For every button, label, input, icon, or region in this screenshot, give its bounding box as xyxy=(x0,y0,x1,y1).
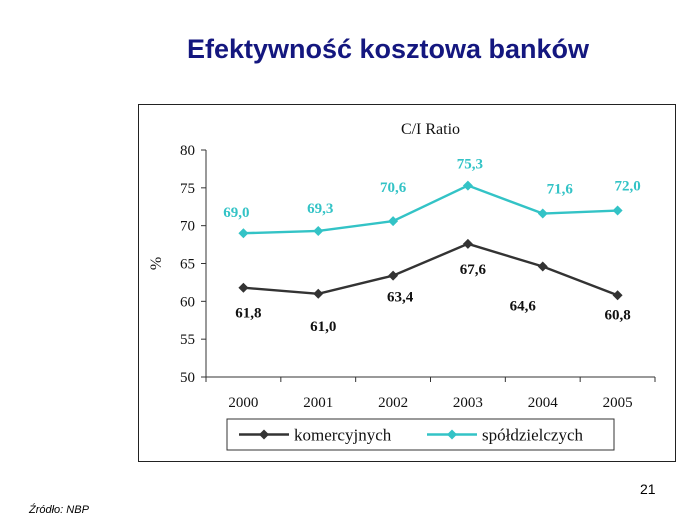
x-tick-label: 2005 xyxy=(603,395,633,411)
series-line-spółdzielczych xyxy=(243,184,618,235)
data-point-marker xyxy=(238,228,249,239)
y-tick-label: 55 xyxy=(180,332,195,348)
data-label: 60,8 xyxy=(604,307,630,323)
data-point-marker xyxy=(462,180,473,191)
data-label: 72,0 xyxy=(614,179,640,195)
y-tick-label: 65 xyxy=(180,257,195,273)
legend-box xyxy=(226,418,615,451)
x-tick-label: 2002 xyxy=(378,395,408,411)
data-point-marker xyxy=(313,225,324,236)
data-label: 61,0 xyxy=(310,319,336,335)
y-axis-label: % xyxy=(148,257,165,270)
data-label: 75,3 xyxy=(457,157,483,173)
legend-swatch-marker xyxy=(447,429,457,440)
page-number: 21 xyxy=(640,481,656,497)
data-label: 63,4 xyxy=(387,290,414,306)
data-label: 67,6 xyxy=(460,262,487,278)
y-tick-label: 75 xyxy=(180,181,195,197)
data-point-marker xyxy=(537,261,548,272)
legend-label: spółdzielczych xyxy=(482,426,584,445)
data-point-marker xyxy=(537,208,548,219)
data-point-marker xyxy=(388,216,399,227)
data-point-marker xyxy=(388,270,399,281)
chart-frame: C/I Ratio 50 55 60 65 70 75 80% 2000 2001 2002 2003… xyxy=(138,104,676,462)
x-tick-label: 2004 xyxy=(528,395,559,411)
data-label: 69,0 xyxy=(223,205,249,221)
data-point-marker xyxy=(313,288,324,299)
data-label: 71,6 xyxy=(547,182,574,198)
x-tick-label: 2000 xyxy=(228,395,258,411)
y-tick-label: 80 xyxy=(180,143,195,159)
ci-ratio-chart: C/I Ratio 50 55 60 65 70 75 80% 2000 2001 2002 2003… xyxy=(148,121,656,451)
source-note: Źródło: NBP xyxy=(29,504,89,516)
legend-swatch-marker xyxy=(259,429,269,440)
data-label: 70,6 xyxy=(380,180,407,196)
data-point-marker xyxy=(612,290,623,301)
y-tick-label: 50 xyxy=(180,370,195,386)
data-point-marker xyxy=(612,205,623,216)
legend-label: komercyjnych xyxy=(294,426,392,445)
x-tick-label: 2001 xyxy=(303,395,333,411)
series-line-komercyjnych xyxy=(243,242,619,297)
y-tick-label: 70 xyxy=(180,219,195,235)
data-label: 64,6 xyxy=(510,299,537,315)
chart-title: C/I Ratio xyxy=(401,121,460,138)
data-point-marker xyxy=(238,282,249,293)
data-label: 69,3 xyxy=(307,201,333,217)
slide-title: Efektywność kosztowa banków xyxy=(186,34,590,64)
x-tick-label: 2003 xyxy=(453,395,483,411)
y-tick-label: 60 xyxy=(180,294,195,310)
data-point-marker xyxy=(462,238,473,249)
data-label: 61,8 xyxy=(235,306,261,322)
